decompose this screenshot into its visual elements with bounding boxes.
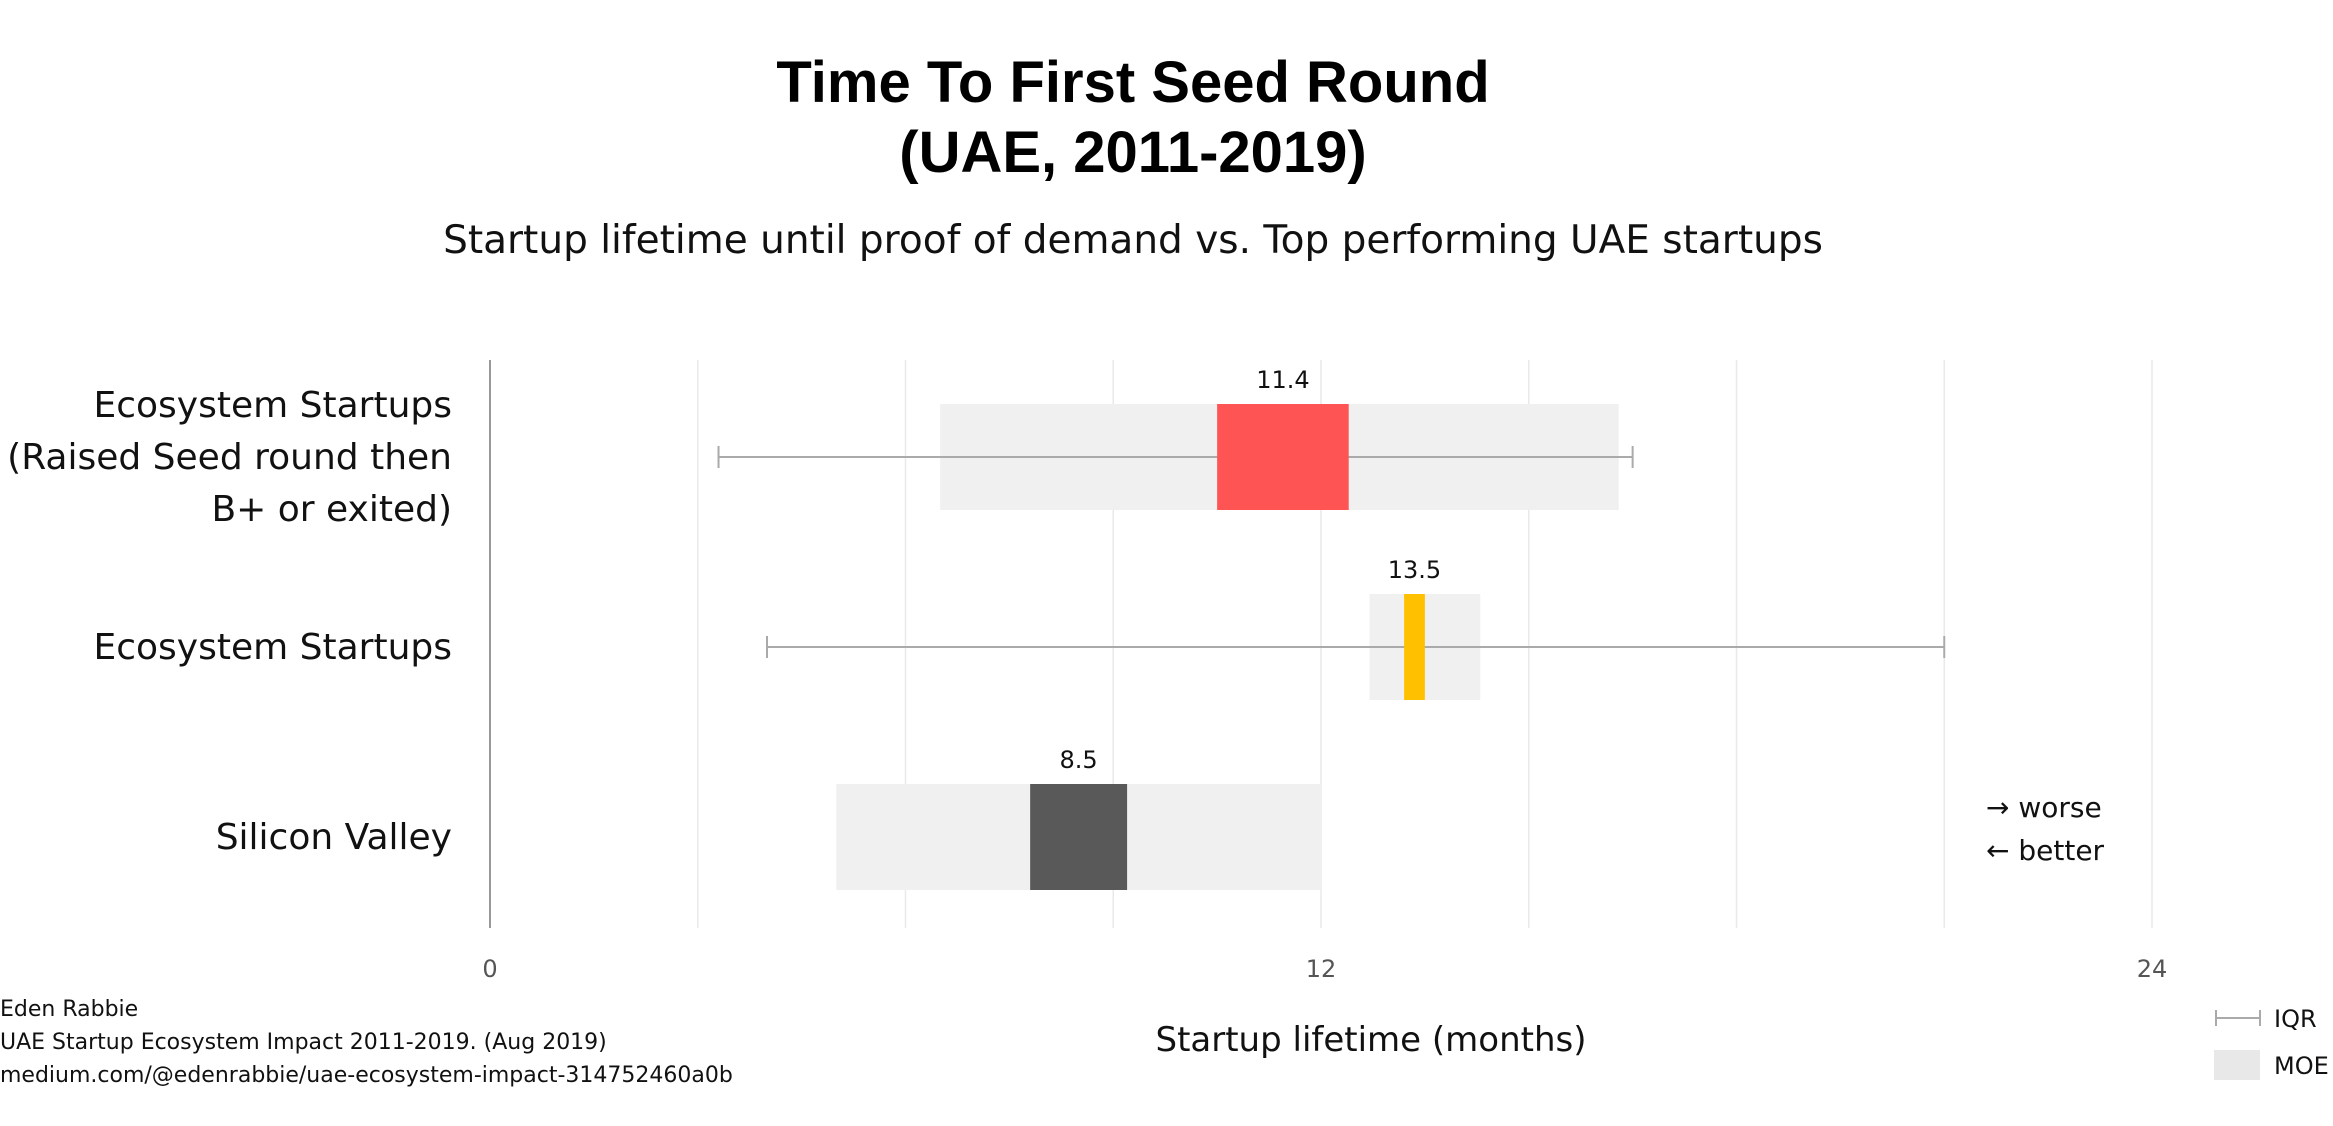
value-bar <box>1030 784 1128 890</box>
value-bar <box>1404 594 1425 700</box>
legend-moe-swatch <box>2214 1050 2260 1080</box>
legend-label: IQR <box>2274 1005 2317 1033</box>
legend-label: MOE <box>2274 1052 2329 1080</box>
legend-entry: MOE <box>2214 1050 2329 1080</box>
x-tick-labels: 0 12 24 <box>482 955 2167 983</box>
x-tick-label: 12 <box>1306 955 1337 983</box>
x-tick-label: 0 <box>482 955 497 983</box>
legend: IQR MOE <box>2214 1005 2329 1080</box>
category-label: Silicon Valley <box>216 817 452 858</box>
category-row: 13.5 Ecosystem Startups <box>93 556 1946 700</box>
value-bar <box>1217 404 1349 510</box>
category-label: Ecosystem Startups <box>93 627 452 668</box>
chart-subtitle: Startup lifetime until proof of demand v… <box>443 218 1823 263</box>
x-tick-label: 24 <box>2137 955 2168 983</box>
legend-entry: IQR <box>2215 1005 2317 1033</box>
source-line: UAE Startup Ecosystem Impact 2011-2019. … <box>0 1030 607 1055</box>
source-line: Eden Rabbie <box>0 997 138 1022</box>
chart-title-line: Time To First Seed Round <box>776 50 1489 115</box>
value-label: 8.5 <box>1060 746 1098 774</box>
chart-title-line: (UAE, 2011-2019) <box>899 120 1366 185</box>
value-label: 11.4 <box>1256 366 1309 394</box>
source-line: medium.com/@edenrabbie/uae-ecosystem-imp… <box>0 1063 733 1088</box>
direction-note: ← better <box>1986 834 2105 867</box>
value-label: 13.5 <box>1388 556 1441 584</box>
direction-annotation: → worse ← better <box>1986 791 2105 867</box>
category-label: Ecosystem Startups <box>93 385 452 426</box>
direction-note: → worse <box>1986 791 2102 824</box>
x-axis-label: Startup lifetime (months) <box>1156 1020 1587 1060</box>
category-row: 11.4 Ecosystem Startups (Raised Seed round… <box>7 366 1634 530</box>
plot-area: 11.4 Ecosystem Startups (Raised Seed round… <box>7 366 1946 890</box>
source-credit: Eden Rabbie UAE Startup Ecosystem Impact … <box>0 997 733 1088</box>
chart-title: Time To First Seed Round(UAE, 2011-2019) <box>776 50 1489 185</box>
category-label: (Raised Seed round then <box>7 437 452 478</box>
category-label: B+ or exited) <box>211 489 452 530</box>
category-row: 8.5 Silicon Valley <box>216 746 1321 890</box>
